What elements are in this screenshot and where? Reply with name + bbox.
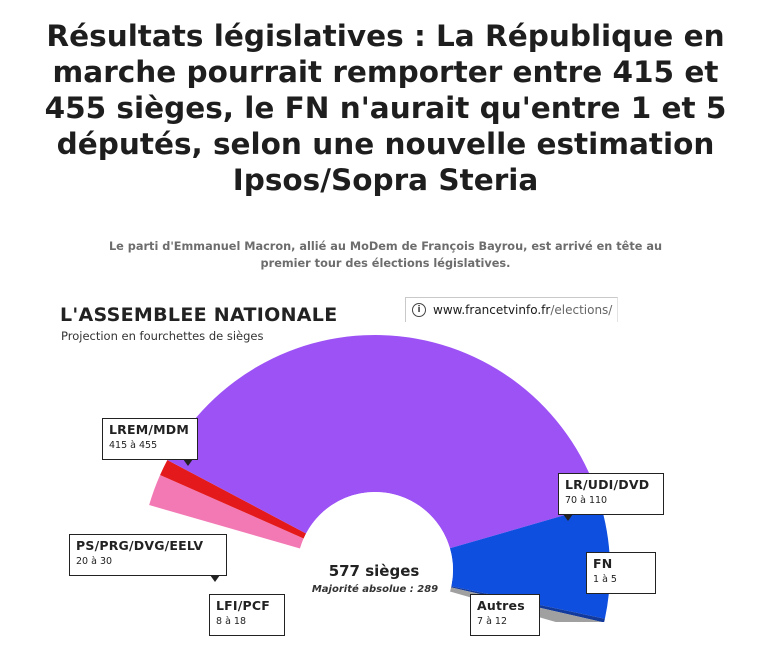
label-lfi-pcf: LFI/PCF 8 à 18 <box>209 594 285 636</box>
url-path: /elections/ <box>550 303 613 317</box>
label-range: 1 à 5 <box>593 574 617 585</box>
label-range: 8 à 18 <box>216 616 246 627</box>
label-ps-prg-dvg-eelv: PS/PRG/DVG/EELV 20 à 30 <box>69 534 227 582</box>
chart-subtitle: Projection en fourchettes de sièges <box>61 329 264 343</box>
address-bar[interactable]: i www.francetvinfo.fr/elections/ <box>405 297 618 322</box>
slice-lfi-pcf <box>160 459 307 539</box>
subtitle-line: Le parti d'Emmanuel Macron, allié au MoD… <box>108 240 663 253</box>
label-name: LR/UDI/DVD <box>565 477 650 492</box>
label-name: Autres <box>477 598 525 613</box>
label-fn: FN 1 à 5 <box>586 552 656 594</box>
headline-line: députés, selon une nouvelle estimation <box>56 127 715 161</box>
headline-line: Résultats législatives : La République e… <box>46 19 725 53</box>
label-range: 7 à 12 <box>477 616 507 627</box>
label-range: 415 à 455 <box>109 440 158 451</box>
label-name: LREM/MDM <box>109 422 189 437</box>
label-name: FN <box>593 556 613 571</box>
label-range: 70 à 110 <box>565 495 608 506</box>
chart-title: L'ASSEMBLEE NATIONALE <box>60 304 338 326</box>
url-host: www.francetvinfo.fr <box>433 303 551 317</box>
label-name: PS/PRG/DVG/EELV <box>76 538 204 553</box>
headline: Résultats législatives : La République e… <box>0 18 771 198</box>
total-seats: 577 sièges <box>328 562 420 580</box>
majority-label: Majorité absolue : 289 <box>311 584 439 595</box>
headline-line: marche pourrait remporter entre 415 et <box>52 55 719 89</box>
headline-line: Ipsos/Sopra Steria <box>232 163 539 197</box>
headline-line: 455 sièges, le FN n'aurait qu'entre 1 et… <box>44 91 727 125</box>
slice-lr-udi-dvd <box>449 504 611 619</box>
subtitle-line: premier tour des élections législatives. <box>260 257 511 270</box>
label-name: LFI/PCF <box>216 598 270 613</box>
label-autres: Autres 7 à 12 <box>470 594 540 636</box>
hemicycle-center <box>297 492 453 645</box>
slice-ps-prg-dvg-eelv <box>149 474 304 549</box>
slice-lrem-mdm <box>167 335 601 549</box>
label-lr-udi-dvd: LR/UDI/DVD 70 à 110 <box>558 473 664 521</box>
article-subtitle: Le parti d'Emmanuel Macron, allié au MoD… <box>60 238 711 272</box>
label-range: 20 à 30 <box>76 556 113 567</box>
info-icon[interactable]: i <box>412 303 426 317</box>
label-lrem-mdm: LREM/MDM 415 à 455 <box>102 418 198 466</box>
